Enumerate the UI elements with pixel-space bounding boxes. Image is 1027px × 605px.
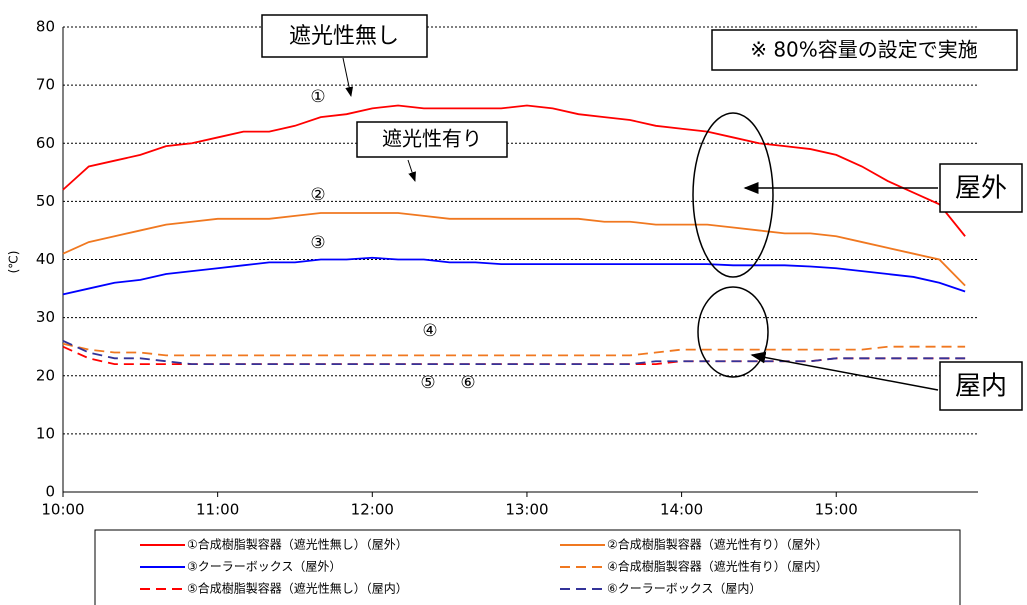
x-tick-label: 10:00	[41, 501, 84, 519]
y-tick-label: 30	[36, 308, 55, 326]
y-tick-label: 70	[36, 76, 55, 94]
annotation-box	[711, 29, 1018, 71]
series-line	[62, 342, 966, 357]
y-axis-label: (℃)	[7, 251, 21, 274]
annotation: ②	[310, 185, 325, 205]
annotation: ③	[310, 233, 325, 253]
annotation-box	[261, 14, 428, 58]
legend-label: ⑤合成樹脂製容器（遮光性無し）（屋内）	[187, 581, 408, 596]
arrow	[407, 159, 416, 182]
x-tick-label: 12:00	[351, 501, 394, 519]
arrow	[750, 351, 939, 391]
legend-label: ①合成樹脂製容器（遮光性無し）（屋外）	[187, 537, 408, 552]
legend-label: ④合成樹脂製容器（遮光性有り）（屋内）	[607, 559, 828, 574]
x-tick-label: 14:00	[660, 501, 703, 519]
legend-label: ②合成樹脂製容器（遮光性有り）（屋外）	[607, 537, 828, 552]
annotation-box	[356, 121, 508, 158]
annotation-box	[939, 361, 1023, 411]
annotation: ①	[310, 87, 325, 107]
ellipse	[697, 286, 769, 378]
x-tick-label: 11:00	[196, 501, 239, 519]
y-tick-label: 10	[36, 424, 55, 442]
annotation: 遮光性無し	[289, 24, 399, 49]
y-tick-label: 40	[36, 250, 55, 268]
arrow	[342, 57, 354, 97]
annotation: 屋外	[955, 174, 1007, 204]
y-tick-label: 80	[36, 18, 55, 36]
legend-label: ⑥クーラーボックス（屋内）	[607, 582, 761, 596]
annotation: ⑤	[420, 373, 435, 393]
series-line	[62, 340, 966, 366]
series-line	[62, 212, 966, 287]
annotation-box	[939, 163, 1023, 213]
legend-label: ③クーラーボックス（屋外）	[187, 560, 341, 574]
y-tick-label: 0	[45, 483, 55, 501]
series-line	[62, 104, 966, 237]
legend	[94, 529, 961, 605]
x-tick-label: 15:00	[815, 501, 858, 519]
annotation: 屋内	[955, 372, 1007, 402]
annotation: ④	[422, 321, 437, 341]
y-tick-label: 20	[36, 366, 55, 384]
annotation: ※ 80%容量の設定で実施	[750, 38, 978, 62]
annotation: ⑥	[460, 373, 475, 393]
annotation: 遮光性有り	[382, 127, 482, 151]
x-tick-label: 13:00	[505, 501, 548, 519]
series-line	[62, 256, 966, 296]
y-tick-label: 60	[36, 134, 55, 152]
y-tick-label: 50	[36, 192, 55, 210]
ellipse	[692, 112, 774, 278]
